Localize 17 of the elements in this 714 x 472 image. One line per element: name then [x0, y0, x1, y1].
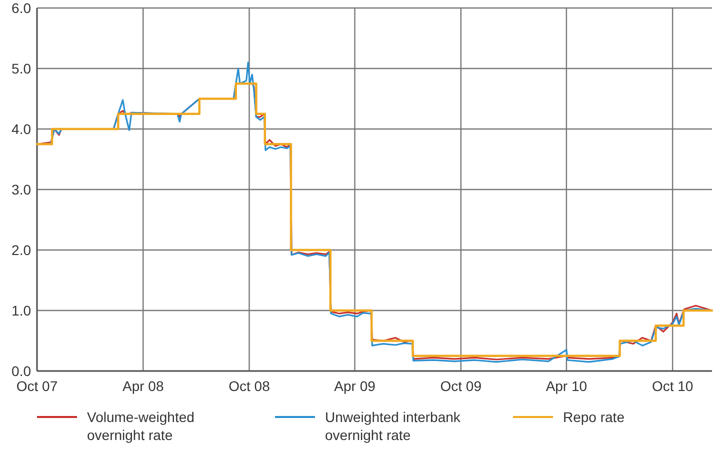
- legend-label: Repo rate: [563, 408, 625, 425]
- x-tick-label: Apr 08: [122, 378, 164, 394]
- x-tick-label: Apr 09: [334, 378, 376, 394]
- y-tick-label: 2.0: [12, 242, 32, 258]
- x-tick-label: Oct 09: [440, 378, 482, 394]
- y-tick-label: 3.0: [12, 181, 32, 198]
- x-tick-label: Oct 08: [228, 378, 270, 394]
- y-tick-label: 5.0: [12, 60, 32, 76]
- y-tick-label: 1.0: [12, 302, 32, 318]
- x-tick-label: Oct 07: [16, 378, 58, 394]
- x-tick-label: Oct 10: [652, 378, 694, 394]
- y-tick-label: 0.0: [12, 362, 32, 379]
- y-tick-label: 4.0: [12, 120, 32, 137]
- legend-label: Volume-weighted overnight rate: [87, 408, 194, 444]
- y-tick-label: 6.0: [12, 0, 32, 16]
- legend-label: Unweighted interbank overnight rate: [325, 408, 462, 444]
- x-tick-label: Apr 10: [546, 378, 588, 394]
